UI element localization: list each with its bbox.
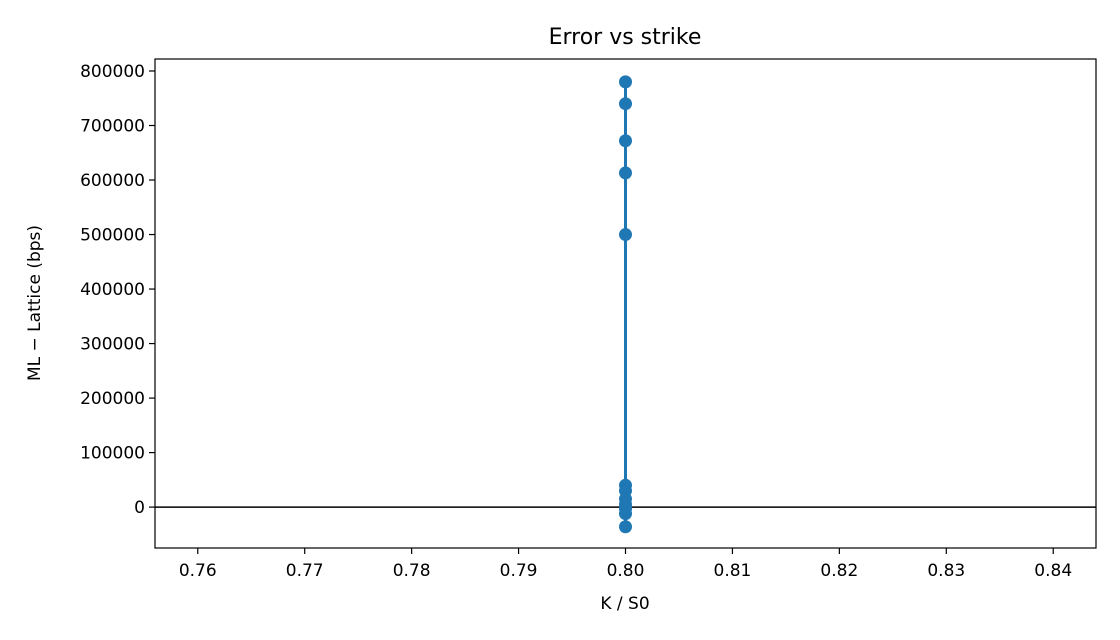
y-tick-label: 600000 bbox=[80, 171, 145, 191]
plot-area bbox=[155, 75, 1096, 534]
x-tick-label: 0.84 bbox=[1034, 561, 1072, 581]
y-tick-label: 500000 bbox=[80, 226, 145, 246]
data-point bbox=[619, 134, 632, 148]
y-tick-label: 0 bbox=[134, 498, 145, 518]
x-axis: 0.76 0.77 0.78 0.79 0.80 0.81 0.82 0.83 0.84 bbox=[179, 548, 1072, 581]
x-tick-label: 0.78 bbox=[393, 561, 431, 581]
x-tick-label: 0.82 bbox=[820, 561, 858, 581]
x-tick-label: 0.80 bbox=[607, 561, 645, 581]
x-tick-label: 0.79 bbox=[500, 561, 538, 581]
y-tick-label: 100000 bbox=[80, 444, 145, 464]
data-point bbox=[619, 97, 632, 111]
data-point bbox=[619, 75, 632, 89]
y-axis: 0 100000 200000 300000 400000 500000 600000 700… bbox=[80, 62, 155, 518]
y-tick-label: 300000 bbox=[80, 335, 145, 355]
y-tick-label: 800000 bbox=[80, 62, 145, 82]
y-axis-label: ML − Lattice (bps) bbox=[25, 225, 45, 381]
data-point bbox=[619, 520, 632, 534]
x-axis-label: K / S0 bbox=[600, 594, 649, 614]
data-point bbox=[619, 166, 632, 180]
y-tick-label: 400000 bbox=[80, 280, 145, 300]
data-point bbox=[619, 507, 632, 521]
data-point bbox=[619, 228, 632, 242]
chart-title: Error vs strike bbox=[549, 25, 702, 50]
y-tick-label: 700000 bbox=[80, 117, 145, 137]
x-tick-label: 0.81 bbox=[714, 561, 752, 581]
x-tick-label: 0.76 bbox=[179, 561, 217, 581]
x-tick-label: 0.77 bbox=[286, 561, 324, 581]
x-tick-label: 0.83 bbox=[927, 561, 965, 581]
y-tick-label: 200000 bbox=[80, 389, 145, 409]
